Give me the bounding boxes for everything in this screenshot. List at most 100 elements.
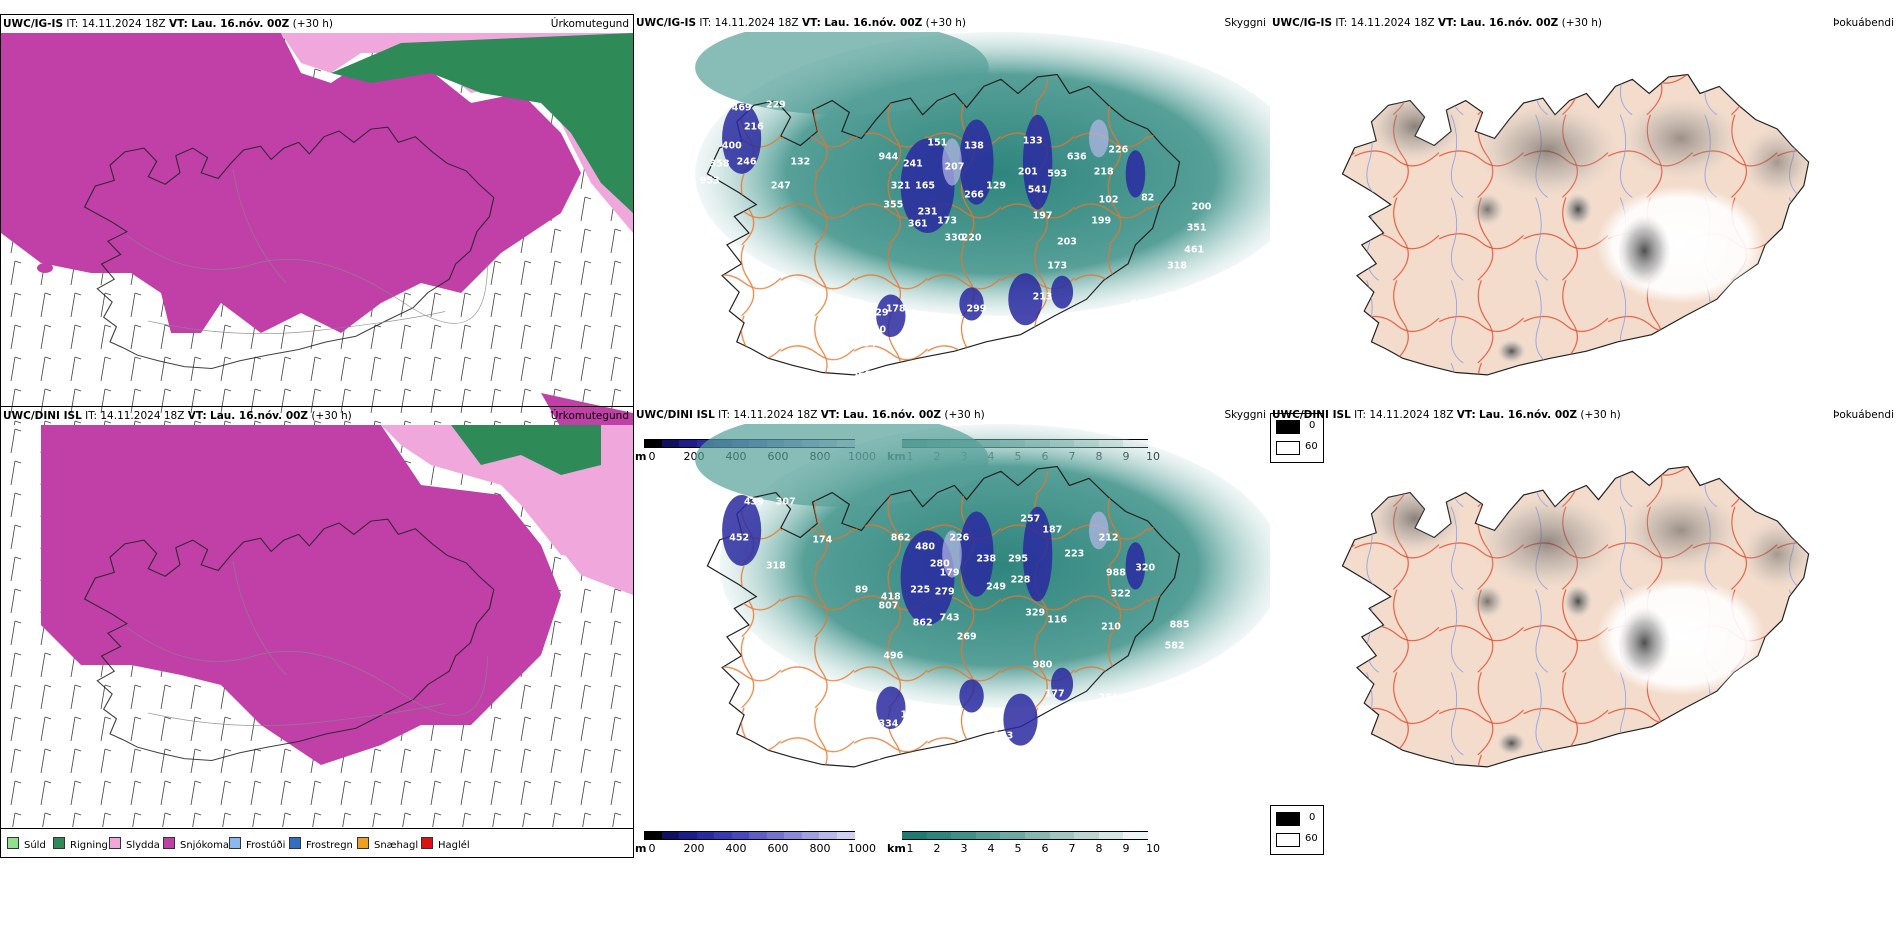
cloud-base-label: 418 (880, 591, 901, 603)
cloud-base-label: 496 (883, 650, 904, 662)
fog-legend: 0 60 (1270, 805, 1324, 855)
legend-swatch (53, 837, 65, 849)
cloud-base-label: 82 (1141, 192, 1155, 204)
fog-map[interactable] (1270, 424, 1898, 826)
cloud-base-label: 44 (1016, 338, 1030, 350)
cloud-base-label: 318 (1167, 260, 1187, 272)
colorbar-segment (731, 831, 750, 840)
colorbar-segment (696, 831, 715, 840)
cloud-base-label: 299 (966, 303, 987, 315)
cloud-base-label: 104 (929, 751, 950, 763)
legend-item: Snæhagl (357, 837, 418, 851)
cloud-base-label: 669 (937, 336, 958, 348)
colorbar-segment (1049, 831, 1075, 840)
colorbar-tick: 0 (648, 450, 656, 463)
model-label: UWC/DINI ISL (636, 409, 715, 421)
cloud-map[interactable]: 469 216 229 400 358 246 953 247 132 944 241 151 207 1… (634, 20, 1270, 466)
valid-time: Lau. 16.nóv. 00Z (210, 410, 309, 422)
colorbar-segment (801, 831, 820, 840)
init-time: 14.11.2024 18Z (81, 18, 166, 30)
cloud-base-label: 216 (743, 121, 764, 133)
cloud-base-label: 163 (993, 730, 1014, 742)
cloud-map[interactable]: 439 307 452 174 318 862 480 226 280 179 238 295 257 1… (634, 412, 1270, 826)
cloud-base-label: 177 (1044, 688, 1065, 700)
cloud-base-label: 212 (1098, 532, 1119, 543)
cloud-base-label: 151 (927, 137, 948, 149)
legend-swatch (289, 837, 301, 849)
cloud-base-label: 334 (878, 718, 899, 730)
fog-legend-max: 60 (1305, 441, 1318, 452)
legend-item: Snjókoma (163, 837, 229, 851)
cloud-base-label: 480 (915, 541, 935, 553)
colorbar-tick: 1000 (848, 842, 876, 855)
panel-title: Skyggni (1224, 17, 1267, 29)
lead-time: (+30 h) (944, 409, 985, 421)
cloud-base-label: 178 (885, 303, 906, 315)
fog-map[interactable] (1270, 32, 1898, 434)
colorbar-segment (784, 831, 802, 840)
vt-label: VT: (1437, 17, 1457, 29)
cloud-base-label: 220 (961, 232, 982, 244)
fog-legend-black (1276, 812, 1300, 826)
it-label: IT: (85, 410, 98, 422)
legend-label: Snæhagl (374, 840, 419, 851)
cloud-base-label: 133 (1022, 135, 1043, 147)
cloud-base-label: 885 (1169, 619, 1190, 631)
vt-label: VT: (801, 17, 821, 29)
cloud-base-label: 266 (964, 189, 984, 201)
legend-swatch (229, 837, 241, 849)
colorbar-tick: 5 (1014, 842, 1022, 855)
cloud-base-label: 173 (937, 215, 958, 227)
legend-item: Slydda (109, 837, 160, 851)
valid-time: Lau. 16.nóv. 00Z (1460, 17, 1559, 29)
init-time: 14.11.2024 18Z (1369, 409, 1454, 421)
colorbar-segment (1074, 831, 1100, 840)
cloud-base-label: 138 (964, 140, 984, 151)
precip-map[interactable] (1, 425, 633, 831)
panel-header: UWC/IG-IS IT: 14.11.2024 18Z VT: Lau. 16… (3, 18, 629, 34)
colorbar-tick: 400 (725, 842, 747, 855)
cloud-base-label: 201 (1017, 166, 1038, 178)
lead-time: (+30 h) (1580, 409, 1621, 421)
cloud-base-label: 295 (1008, 553, 1028, 565)
cloud-base-label: 400 (721, 140, 742, 151)
colorbar-segment (819, 831, 837, 840)
cloud-visibility-panel-1: UWC/IG-IS IT: 14.11.2024 18Z VT: Lau. 16… (634, 14, 1270, 466)
cloud-base-label: 129 (868, 307, 889, 319)
precip-map[interactable] (1, 33, 633, 439)
cloud-base-label: 673 (1108, 355, 1129, 367)
colorbar-segment (902, 831, 928, 840)
cloud-base-label: 160 (866, 324, 887, 336)
cloud-base-label: 743 (939, 612, 960, 624)
valid-time: Lau. 16.nóv. 00Z (1479, 409, 1578, 421)
cloud-base-label: 200 (1191, 201, 1212, 213)
cloud-base-label: 207 (944, 161, 965, 173)
lead-time: (+30 h) (292, 18, 333, 30)
fog-legend-white (1276, 833, 1300, 847)
cloud-base-label: 210 (1101, 621, 1121, 633)
cloud-base-label: 257 (1020, 513, 1041, 525)
cloud-base-label: 807 (878, 600, 899, 612)
colorbar-segment (679, 831, 697, 840)
model-label: UWC/IG-IS (3, 18, 64, 30)
cloud-base-label: 238 (976, 553, 997, 565)
legend-label: Snjókoma (180, 840, 230, 851)
panel-header: UWC/IG-IS IT: 14.11.2024 18Z VT: Lau. 16… (636, 17, 1266, 33)
legend-label: Slydda (126, 840, 160, 851)
cloud-base-label: 129 (986, 180, 1006, 192)
cloud-base-label: 124 (1105, 744, 1126, 756)
colorbar-tick: 2 (933, 842, 941, 855)
precip-type-panel-2: UWC/DINI ISL IT: 14.11.2024 18Z VT: Lau.… (0, 406, 634, 858)
vt-label: VT: (187, 410, 207, 422)
lead-time: (+30 h) (925, 17, 966, 29)
cloud-base-label: 105 (1010, 747, 1031, 759)
colorbar-segment (661, 439, 680, 448)
legend-label: Rigning (70, 840, 108, 851)
legend-label: Haglél (438, 840, 470, 851)
init-time: 14.11.2024 18Z (714, 17, 799, 29)
it-label: IT: (699, 17, 712, 29)
cloud-base-label: 318 (765, 560, 786, 572)
cloud-base-label: 225 (910, 584, 931, 596)
colorbar-segment (1098, 831, 1124, 840)
